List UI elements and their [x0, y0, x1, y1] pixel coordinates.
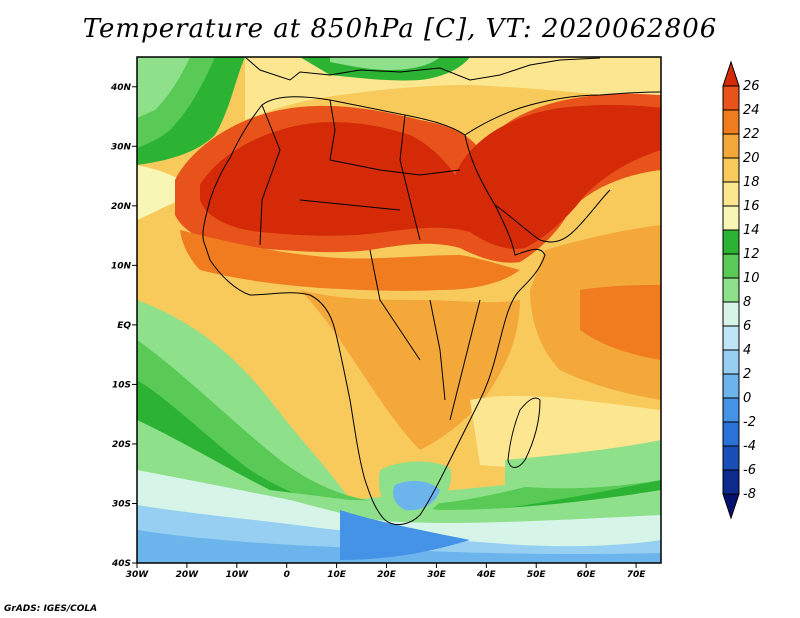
colorbar-segment — [722, 373, 740, 399]
lon-tick-label: 40E — [476, 570, 497, 580]
colorbar-label: 6 — [743, 319, 751, 334]
colorbar-segment — [722, 229, 740, 255]
lat-tick-label: EQ — [117, 321, 131, 331]
colorbar-segment — [722, 133, 740, 159]
colorbar-label: 2 — [743, 367, 751, 382]
colorbar-label: -8 — [743, 487, 756, 502]
lon-tick-label: 10W — [226, 570, 250, 580]
colorbar-label: 10 — [743, 271, 760, 286]
lat-tick-label: 30N — [111, 142, 132, 152]
colorbar-segment — [722, 445, 740, 471]
colorbar-segment — [722, 397, 740, 423]
colorbar-segment — [722, 253, 740, 279]
lon-tick-label: 70E — [627, 570, 647, 580]
colorbar-segment — [722, 60, 740, 87]
lat-tick-label: 20S — [112, 440, 131, 450]
colorbar-label: 22 — [743, 127, 760, 142]
colorbar-segment — [722, 85, 740, 111]
colorbar-label: 0 — [743, 391, 751, 406]
lon-tick-label: 0 — [284, 570, 290, 580]
lon-tick-label: 20E — [377, 570, 397, 580]
colorbar-label: -4 — [743, 439, 756, 454]
map-frame — [136, 56, 662, 564]
lon-tick-label: 30E — [427, 570, 447, 580]
lat-tick-label: 40S — [111, 559, 131, 569]
chart-title: Temperature at 850hPa [C], VT: 202006280… — [82, 14, 718, 44]
lat-tick-label: 10S — [112, 380, 131, 390]
colorbar-label: 24 — [743, 103, 760, 118]
lon-tick-label: 50E — [527, 570, 547, 580]
lon-tick-label: 60E — [577, 570, 597, 580]
colorbar-segment — [722, 301, 740, 327]
temperature-field — [137, 57, 661, 563]
colorbar-segment — [722, 421, 740, 447]
software-credit: GrADS: IGES/COLA — [4, 604, 98, 614]
colorbar-label: 12 — [743, 247, 760, 262]
colorbar-label: 20 — [743, 151, 760, 166]
longitude-axis: 30W 20W 10W 0 10E 20E 30E 40E 50E 60E 70E — [126, 563, 646, 580]
colorbar-label: 14 — [743, 223, 760, 238]
colorbar-label: 4 — [743, 343, 751, 358]
colorbar-label: -6 — [743, 463, 756, 478]
lat-tick-label: 40N — [110, 83, 132, 93]
lat-tick-label: 10N — [111, 261, 132, 271]
colorbar-segment — [722, 349, 740, 375]
lon-tick-label: 20W — [176, 570, 200, 580]
coastlines — [202, 57, 661, 526]
colorbar-segment — [722, 469, 740, 495]
colorbar-segment — [722, 205, 740, 231]
colorbar-segment — [722, 157, 740, 183]
colorbar-label: 16 — [743, 199, 760, 214]
lon-tick-label: 30W — [126, 570, 150, 580]
lon-tick-label: 10E — [327, 570, 347, 580]
latitude-axis: 40N 30N 20N 10N EQ 10S 20S 30S 40S — [110, 83, 137, 569]
colorbar-label: -2 — [743, 415, 756, 430]
colorbar-label: 8 — [743, 295, 751, 310]
colorbar-segment — [722, 493, 740, 520]
colorbar-segment — [722, 109, 740, 135]
colorbar-label: 26 — [743, 79, 760, 94]
colorbar-segment — [722, 277, 740, 303]
colorbar-segment — [722, 325, 740, 351]
lat-tick-label: 30S — [112, 499, 131, 509]
colorbar-segment — [722, 181, 740, 207]
colorbar-label: 18 — [743, 175, 760, 190]
lat-tick-label: 20N — [111, 202, 132, 212]
